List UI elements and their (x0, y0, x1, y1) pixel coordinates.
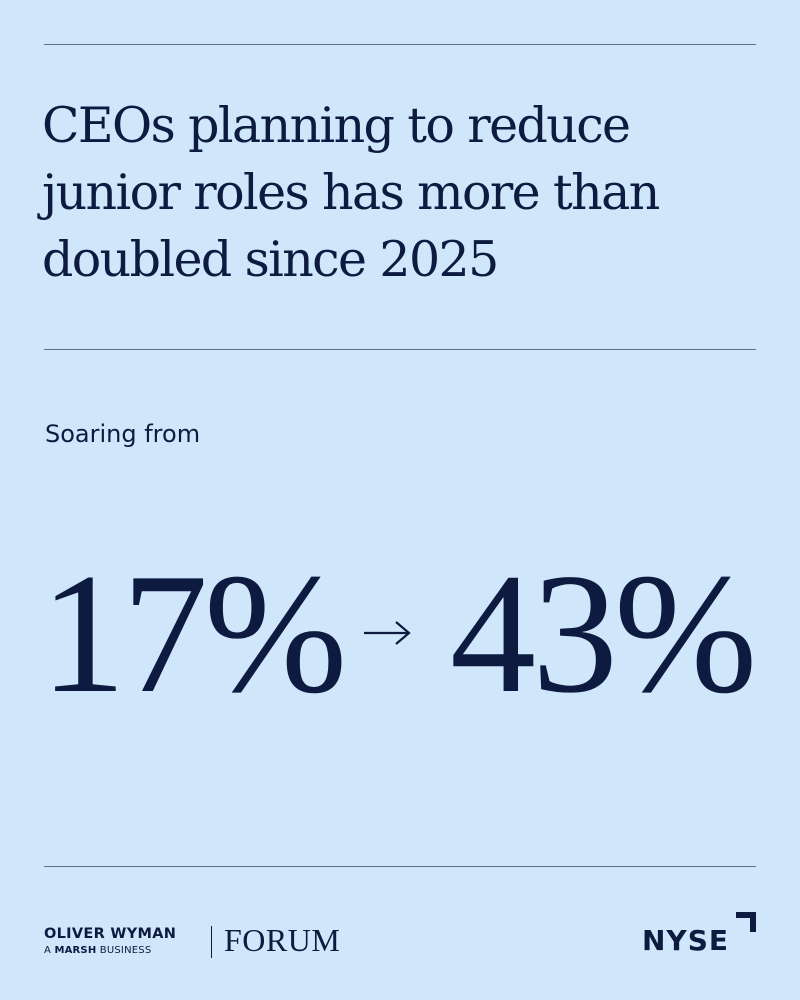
right-arrow-icon (364, 621, 411, 645)
brand-tagline: A MARSH BUSINESS (44, 945, 151, 956)
brand-tag-prefix: A (44, 945, 52, 956)
headline-line-2: junior roles has more than (42, 164, 660, 221)
brand-tag-bold: MARSH (54, 945, 97, 956)
stat-from-value: 17% (40, 539, 347, 729)
forum-wordmark: FORUM (224, 922, 341, 958)
headline-line-3: doubled since 2025 (42, 231, 499, 288)
nyse-wordmark: NYSE (642, 924, 730, 957)
subhead: Soaring from (45, 420, 201, 448)
bottom-divider (44, 866, 756, 867)
headline-line-1: CEOs planning to reduce (42, 97, 631, 154)
top-divider (44, 44, 756, 45)
logo-divider (211, 926, 212, 958)
stat-to-value: 43% (450, 539, 757, 729)
brand-tag-suffix: BUSINESS (99, 945, 152, 956)
brand-name: OLIVER WYMAN (44, 926, 177, 942)
nyse-corner-icon (736, 912, 756, 932)
headline: CEOs planning to reduce junior roles has… (42, 92, 762, 293)
middle-divider (44, 349, 756, 350)
nyse-logo: NYSE (642, 912, 758, 958)
